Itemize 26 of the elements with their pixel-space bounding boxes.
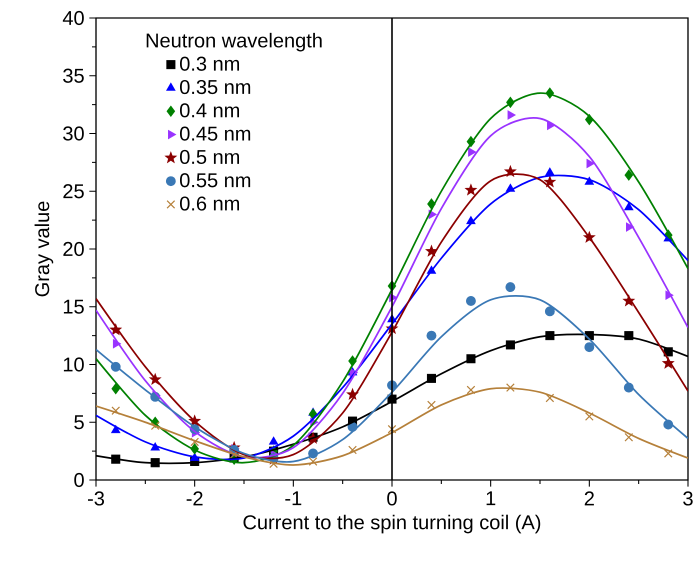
legend-label: 0.3 nm <box>180 56 240 71</box>
y-tick-label: 35 <box>63 68 84 83</box>
x-tick-label: -3 <box>88 491 104 506</box>
legend-label: 0.5 nm <box>180 150 240 164</box>
x-tick-label: -1 <box>285 491 302 506</box>
x-axis-title: Current to the spin turning coil (A) <box>244 514 540 534</box>
x-tick-label: -2 <box>186 491 203 506</box>
x-tick-label: 3 <box>683 491 693 506</box>
y-tick-label: 40 <box>62 10 84 26</box>
legend-label: 0.6 nm <box>180 196 240 211</box>
y-tick-label: 25 <box>63 184 84 198</box>
y-tick-label: 10 <box>64 357 84 372</box>
x-tick-label: 1 <box>486 491 496 506</box>
y-tick-label: 0 <box>74 472 84 488</box>
y-tick-label: 20 <box>63 242 84 256</box>
y-tick-label: 15 <box>64 300 84 314</box>
y-tick-label: 5 <box>74 415 84 430</box>
y-axis-title: Gray value <box>34 202 54 296</box>
legend-label: 0.4 nm <box>180 103 240 118</box>
legend-label: 0.45 nm <box>180 126 250 141</box>
legend-label: 0.55 nm <box>180 173 250 188</box>
legend-title: Neutron wavelength <box>146 32 322 52</box>
y-tick-label: 30 <box>63 126 84 141</box>
x-tick-label: 2 <box>584 491 594 506</box>
x-tick-label: 0 <box>387 491 397 506</box>
legend-label: 0.35 nm <box>180 80 250 94</box>
